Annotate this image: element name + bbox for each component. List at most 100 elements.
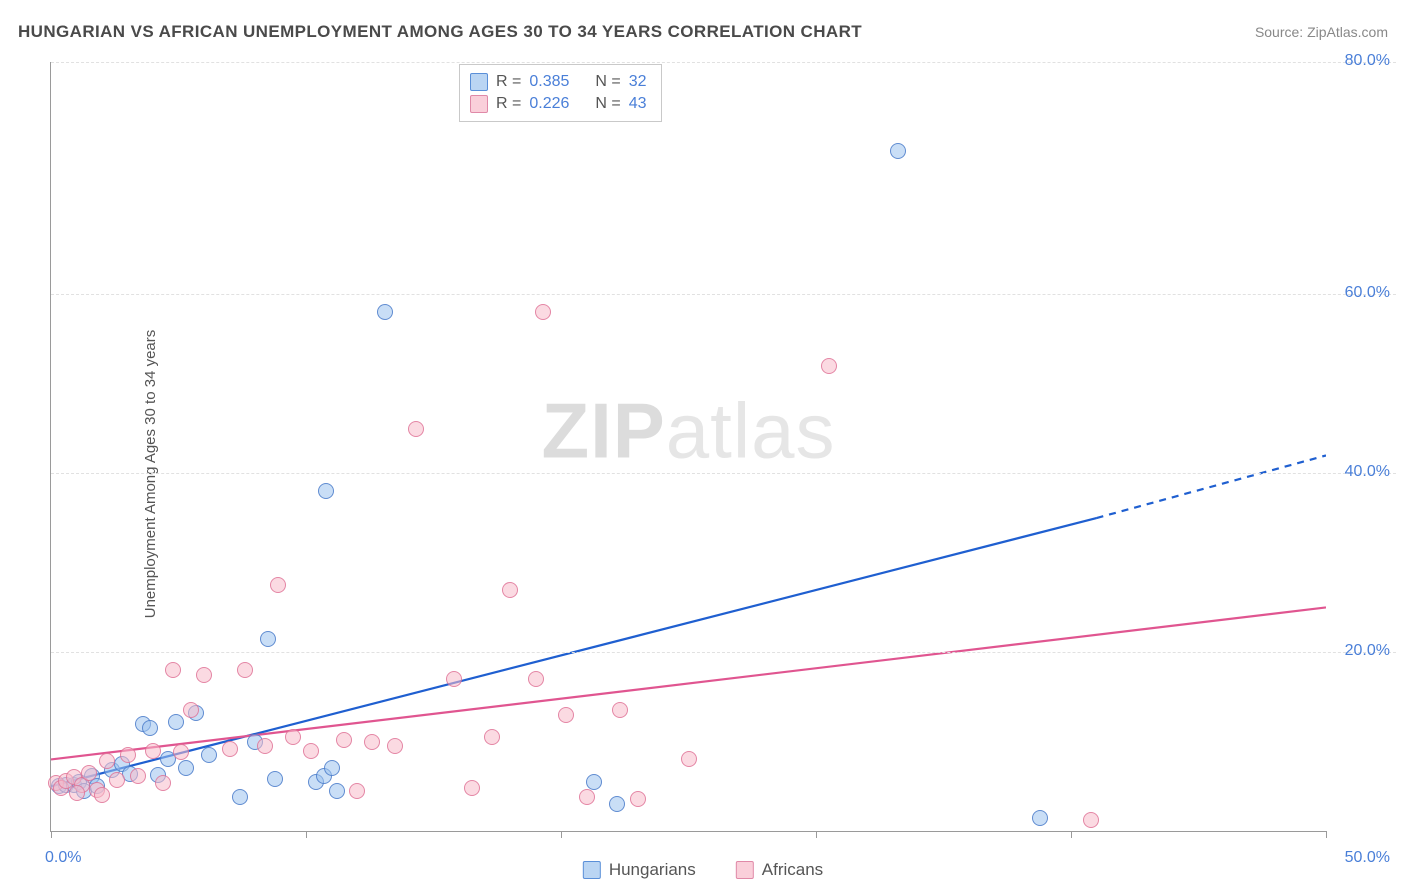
data-point-hungarians xyxy=(329,783,345,799)
data-point-hungarians xyxy=(318,483,334,499)
data-point-africans xyxy=(821,358,837,374)
data-point-hungarians xyxy=(142,720,158,736)
y-tick-label: 80.0% xyxy=(1345,52,1390,70)
data-point-africans xyxy=(364,734,380,750)
legend-label: Africans xyxy=(762,860,823,880)
data-point-africans xyxy=(270,577,286,593)
data-point-africans xyxy=(502,582,518,598)
data-point-africans xyxy=(155,775,171,791)
data-point-hungarians xyxy=(609,796,625,812)
data-point-hungarians xyxy=(890,143,906,159)
data-point-africans xyxy=(257,738,273,754)
swatch-hungarians-icon xyxy=(470,73,488,91)
data-point-hungarians xyxy=(377,304,393,320)
trend-line xyxy=(1097,455,1327,518)
data-point-africans xyxy=(579,789,595,805)
data-point-africans xyxy=(94,787,110,803)
data-point-africans xyxy=(528,671,544,687)
n-label: N = xyxy=(595,73,620,91)
swatch-africans-icon xyxy=(736,861,754,879)
x-tick xyxy=(561,831,562,838)
source-label: Source: xyxy=(1255,24,1303,40)
r-label: R = xyxy=(496,73,521,91)
x-tick xyxy=(1071,831,1072,838)
trend-line xyxy=(51,607,1326,759)
data-point-africans xyxy=(99,753,115,769)
data-point-africans xyxy=(630,791,646,807)
correlation-legend: R = 0.385 N = 32 R = 0.226 N = 43 xyxy=(459,64,662,122)
data-point-hungarians xyxy=(232,789,248,805)
data-point-hungarians xyxy=(260,631,276,647)
data-point-africans xyxy=(183,702,199,718)
data-point-africans xyxy=(120,747,136,763)
data-point-hungarians xyxy=(168,714,184,730)
chart-title: HUNGARIAN VS AFRICAN UNEMPLOYMENT AMONG … xyxy=(18,22,862,42)
legend-label: Hungarians xyxy=(609,860,696,880)
x-tick xyxy=(306,831,307,838)
data-point-africans xyxy=(535,304,551,320)
data-point-africans xyxy=(558,707,574,723)
data-point-africans xyxy=(130,768,146,784)
data-point-africans xyxy=(336,732,352,748)
series-legend: Hungarians Africans xyxy=(583,860,823,880)
data-point-africans xyxy=(69,785,85,801)
y-tick-label: 20.0% xyxy=(1345,642,1390,660)
data-point-hungarians xyxy=(178,760,194,776)
correlation-row-africans: R = 0.226 N = 43 xyxy=(470,93,647,115)
plot-area: ZIPatlas R = 0.385 N = 32 R = 0.226 N = … xyxy=(50,62,1326,832)
data-point-hungarians xyxy=(267,771,283,787)
watermark-light: atlas xyxy=(666,387,836,475)
source-value: ZipAtlas.com xyxy=(1307,24,1388,40)
watermark-bold: ZIP xyxy=(541,387,665,475)
data-point-hungarians xyxy=(1032,810,1048,826)
data-point-africans xyxy=(165,662,181,678)
source-attribution: Source: ZipAtlas.com xyxy=(1255,24,1388,40)
watermark: ZIPatlas xyxy=(541,386,835,477)
data-point-africans xyxy=(196,667,212,683)
chart-header: HUNGARIAN VS AFRICAN UNEMPLOYMENT AMONG … xyxy=(18,22,1388,42)
data-point-africans xyxy=(681,751,697,767)
chart-container: Unemployment Among Ages 30 to 34 years Z… xyxy=(0,56,1406,892)
gridline xyxy=(51,62,1396,63)
data-point-africans xyxy=(222,741,238,757)
legend-item-africans: Africans xyxy=(736,860,823,880)
gridline xyxy=(51,473,1396,474)
data-point-africans xyxy=(237,662,253,678)
x-tick-label: 50.0% xyxy=(1345,849,1390,867)
swatch-africans-icon xyxy=(470,95,488,113)
n-value: 32 xyxy=(629,73,647,91)
data-point-africans xyxy=(387,738,403,754)
y-tick-label: 40.0% xyxy=(1345,463,1390,481)
y-tick-label: 60.0% xyxy=(1345,284,1390,302)
data-point-africans xyxy=(484,729,500,745)
data-point-africans xyxy=(446,671,462,687)
legend-item-hungarians: Hungarians xyxy=(583,860,696,880)
data-point-africans xyxy=(145,743,161,759)
data-point-hungarians xyxy=(586,774,602,790)
data-point-africans xyxy=(464,780,480,796)
r-value: 0.385 xyxy=(529,73,569,91)
data-point-africans xyxy=(612,702,628,718)
data-point-hungarians xyxy=(324,760,340,776)
x-tick xyxy=(51,831,52,838)
gridline xyxy=(51,294,1396,295)
data-point-africans xyxy=(303,743,319,759)
data-point-africans xyxy=(81,765,97,781)
data-point-africans xyxy=(408,421,424,437)
r-value: 0.226 xyxy=(529,95,569,113)
trend-lines-layer xyxy=(51,62,1326,831)
swatch-hungarians-icon xyxy=(583,861,601,879)
x-tick xyxy=(816,831,817,838)
x-tick-label: 0.0% xyxy=(45,849,81,867)
n-label: N = xyxy=(595,95,620,113)
data-point-africans xyxy=(349,783,365,799)
r-label: R = xyxy=(496,95,521,113)
correlation-row-hungarians: R = 0.385 N = 32 xyxy=(470,71,647,93)
data-point-africans xyxy=(173,744,189,760)
data-point-africans xyxy=(285,729,301,745)
data-point-hungarians xyxy=(201,747,217,763)
n-value: 43 xyxy=(629,95,647,113)
data-point-africans xyxy=(109,772,125,788)
x-tick xyxy=(1326,831,1327,838)
data-point-africans xyxy=(1083,812,1099,828)
